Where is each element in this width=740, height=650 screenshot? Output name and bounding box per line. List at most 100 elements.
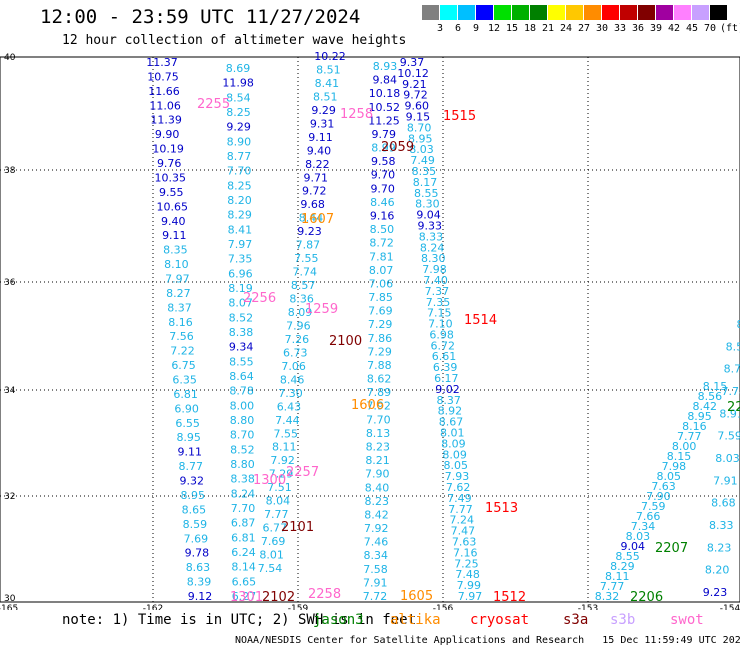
swh-value: 9.58 bbox=[371, 155, 396, 168]
pass-time-label: 1513 bbox=[485, 501, 518, 516]
swh-value: 8.80 bbox=[230, 458, 255, 471]
swh-value: 8.37 bbox=[167, 301, 192, 314]
map-frame bbox=[0, 56, 740, 603]
swh-value: 8.17 bbox=[413, 176, 438, 189]
legend-swatch bbox=[674, 5, 691, 20]
legend-label: 3 bbox=[436, 23, 444, 34]
swh-value: 8.30 bbox=[415, 198, 440, 211]
swh-value: 8.10 bbox=[164, 258, 189, 271]
swh-value: 7.70 bbox=[231, 502, 256, 515]
swh-value: 8.62 bbox=[367, 373, 392, 386]
swh-value: 11.66 bbox=[148, 85, 180, 98]
y-tick-label: 32 bbox=[4, 492, 15, 502]
swh-value: 8.01 bbox=[259, 549, 284, 562]
swh-value: 6.43 bbox=[277, 400, 302, 413]
swh-value: 7.55 bbox=[274, 427, 299, 440]
swh-value: 11.06 bbox=[149, 99, 181, 112]
swh-value: 8.09 bbox=[288, 306, 313, 319]
y-tick-label: 40 bbox=[4, 53, 16, 63]
swh-value: 8.35 bbox=[163, 244, 188, 257]
swh-value: 6.81 bbox=[173, 388, 198, 401]
y-tick-label: 36 bbox=[4, 278, 16, 288]
swh-value: 8.65 bbox=[182, 503, 207, 516]
swh-value: 8.01 bbox=[440, 427, 465, 440]
swh-value: 8.05 bbox=[656, 470, 681, 483]
swh-value: 8.07 bbox=[369, 264, 394, 277]
x-tick-label: -165 bbox=[0, 604, 18, 610]
swh-value: 7.69 bbox=[368, 305, 393, 318]
legend-swatch bbox=[530, 5, 547, 20]
swh-value: 8.44 bbox=[299, 212, 324, 225]
swh-value: 9.70 bbox=[370, 182, 395, 195]
swh-value: 9.79 bbox=[371, 128, 396, 141]
swh-value: 8.54 bbox=[226, 91, 251, 104]
y-tick-label: 38 bbox=[4, 166, 16, 176]
swh-value: 8.29 bbox=[610, 560, 635, 573]
swh-value: 7.85 bbox=[368, 291, 393, 304]
pass-time-label: 1605 bbox=[400, 589, 433, 604]
swh-value: 6.65 bbox=[232, 575, 257, 588]
swh-value: 9.90 bbox=[155, 128, 180, 141]
swh-value: 7.91 bbox=[363, 576, 388, 589]
swh-value: 6.24 bbox=[231, 546, 256, 559]
swh-value: 8.09 bbox=[441, 437, 466, 450]
legend-label: 15 bbox=[505, 23, 519, 34]
swh-value: 7.98 bbox=[422, 263, 447, 276]
legend-label: 18 bbox=[523, 23, 537, 34]
swh-value: 9.29 bbox=[226, 121, 251, 134]
legend-label: 30 bbox=[595, 23, 609, 34]
pass-time-label: 1514 bbox=[464, 313, 497, 328]
swh-value: 8.59 bbox=[183, 518, 208, 531]
swh-value: 6.35 bbox=[172, 374, 197, 387]
timestamp: 15 Dec 11:59:49 UTC 2024 bbox=[602, 635, 740, 646]
swh-value: 7.06 bbox=[281, 360, 306, 373]
legend-label: 12 bbox=[487, 23, 501, 34]
swh-value: 6.39 bbox=[433, 361, 458, 374]
swh-value: 8.95 bbox=[181, 489, 206, 502]
swh-value: 7.97 bbox=[458, 590, 483, 603]
swh-value: 8.70 bbox=[407, 121, 432, 134]
swh-value: 8.24 bbox=[420, 241, 445, 254]
swh-value: 8.03 bbox=[409, 143, 434, 156]
swh-value: 7.59 bbox=[641, 500, 666, 513]
swh-value: 7.97 bbox=[165, 272, 190, 285]
swh-value: 8.25 bbox=[227, 179, 252, 192]
swh-value: 7.74 bbox=[292, 266, 317, 279]
legend-swatch bbox=[548, 5, 565, 20]
swh-value: 6.27 bbox=[232, 590, 257, 603]
legend-swatch bbox=[476, 5, 493, 20]
pass-time-label: 2207 bbox=[655, 541, 688, 556]
swh-value: 9.31 bbox=[310, 117, 335, 130]
swh-value: 8.92 bbox=[438, 405, 463, 418]
swh-value: 8.38 bbox=[229, 326, 254, 339]
swh-value: 7.37 bbox=[425, 285, 450, 298]
swh-value: 8.59 bbox=[726, 340, 740, 353]
swh-value: 8.55 bbox=[414, 187, 439, 200]
swh-value: 7.92 bbox=[366, 400, 391, 413]
legend-label: 6 bbox=[454, 23, 462, 34]
swh-value: 8.46 bbox=[280, 373, 305, 386]
legend-swatch bbox=[458, 5, 475, 20]
swh-value: 8.67 bbox=[439, 416, 464, 429]
swh-value: 7.51 bbox=[267, 481, 292, 494]
pass-time-label: 1300 bbox=[253, 473, 286, 488]
swh-value: 8.38 bbox=[230, 473, 255, 486]
pass-time-label: 2206 bbox=[630, 590, 663, 605]
swh-value: 7.26 bbox=[285, 333, 310, 346]
swh-value: 7.22 bbox=[170, 345, 195, 358]
swh-value: 9.12 bbox=[188, 590, 213, 603]
page-subtitle: 12 hour collection of altimeter wave hei… bbox=[62, 33, 407, 48]
y-tick-label: 30 bbox=[4, 594, 16, 604]
swh-value: 8.55 bbox=[615, 550, 640, 563]
swh-value: 8.21 bbox=[365, 454, 390, 467]
swh-value: 8.50 bbox=[370, 223, 395, 236]
pass-time-label: 1258 bbox=[340, 107, 373, 122]
pass-time-label: 1259 bbox=[305, 302, 338, 317]
swh-value: 8.95 bbox=[176, 431, 201, 444]
satellite-legend-item: jason3 bbox=[313, 612, 364, 628]
swh-value: 8.13 bbox=[366, 427, 391, 440]
swh-value: 7.06 bbox=[369, 277, 394, 290]
swh-value: 7.58 bbox=[363, 563, 388, 576]
swh-value: 9.02 bbox=[435, 383, 460, 396]
swh-value: 9.68 bbox=[300, 198, 325, 211]
